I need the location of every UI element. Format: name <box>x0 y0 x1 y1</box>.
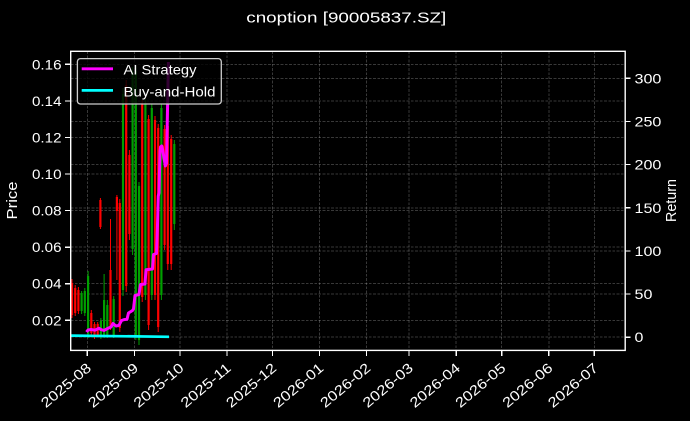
svg-text:0.02: 0.02 <box>32 312 62 328</box>
svg-text:0.16: 0.16 <box>32 56 62 72</box>
svg-text:50: 50 <box>635 286 653 302</box>
svg-text:0.04: 0.04 <box>32 276 62 292</box>
svg-text:200: 200 <box>635 157 662 173</box>
svg-text:100: 100 <box>635 243 662 259</box>
svg-text:0.06: 0.06 <box>32 239 62 255</box>
svg-text:Price: Price <box>4 182 21 220</box>
svg-text:250: 250 <box>635 114 662 130</box>
svg-text:Return: Return <box>663 179 680 222</box>
svg-text:cnoption [90005837.SZ]: cnoption [90005837.SZ] <box>246 9 446 26</box>
svg-text:Buy-and-Hold: Buy-and-Hold <box>124 84 216 100</box>
svg-text:AI Strategy: AI Strategy <box>124 62 197 78</box>
svg-text:0.08: 0.08 <box>32 203 62 219</box>
svg-text:300: 300 <box>635 70 662 86</box>
svg-text:150: 150 <box>635 200 662 216</box>
svg-text:0.10: 0.10 <box>32 166 62 182</box>
svg-text:0.12: 0.12 <box>32 129 62 145</box>
svg-text:0: 0 <box>635 329 644 345</box>
svg-text:0.14: 0.14 <box>32 93 62 109</box>
